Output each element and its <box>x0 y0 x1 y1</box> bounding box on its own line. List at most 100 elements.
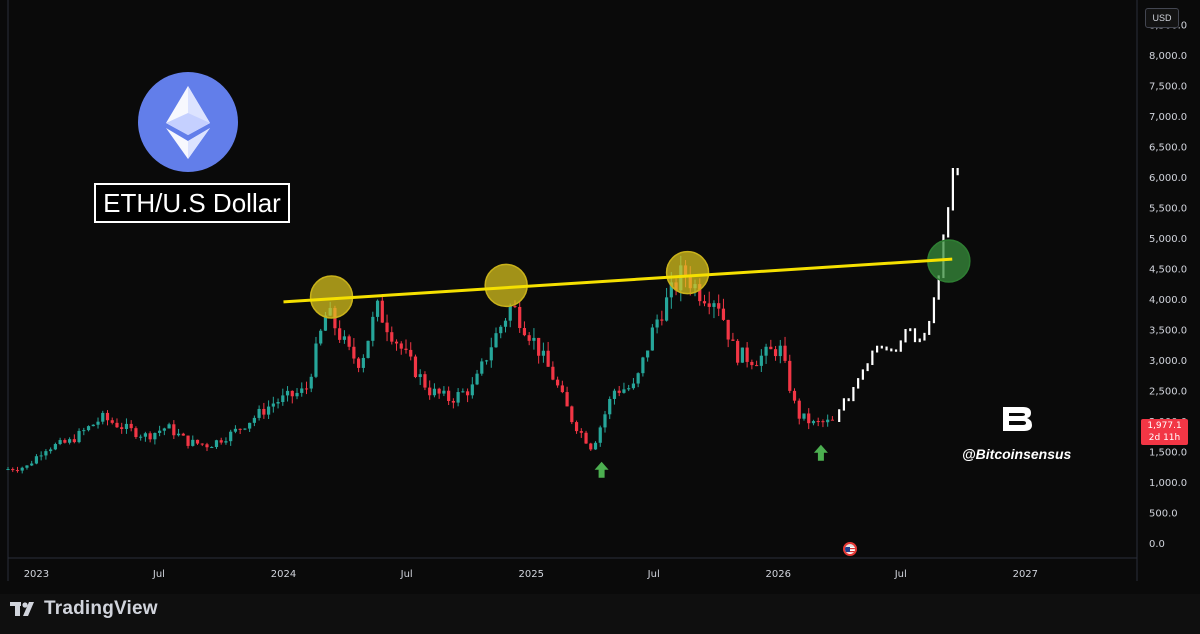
candle <box>603 414 607 428</box>
candle <box>101 412 105 422</box>
candle <box>797 400 801 419</box>
candle <box>399 343 403 349</box>
candle <box>229 431 233 442</box>
candlestick-series <box>6 255 835 474</box>
projection-series <box>838 168 959 423</box>
candle <box>745 347 749 362</box>
candle <box>537 337 541 356</box>
currency-badge[interactable]: USD <box>1145 8 1179 28</box>
chart-canvas[interactable]: 0.0500.01,000.01,500.02,000.02,500.03,00… <box>0 0 1200 594</box>
candle <box>375 300 380 317</box>
bar-countdown: 2d 11h <box>1148 433 1181 443</box>
candle <box>811 421 816 424</box>
candle <box>271 403 275 407</box>
candle <box>551 366 555 380</box>
x-tick-label: 2024 <box>271 569 296 580</box>
footer-bar <box>0 594 1200 634</box>
candle <box>281 395 285 403</box>
candle <box>347 336 351 347</box>
resistance-trendline <box>283 257 953 304</box>
x-axis[interactable]: 2023 Jul 2024 Jul 2025 Jul 2026 Jul 2027 <box>24 569 1038 580</box>
candle <box>191 439 195 446</box>
candle <box>442 390 446 394</box>
candle <box>357 358 361 368</box>
candle <box>641 357 645 374</box>
candle <box>484 360 489 362</box>
candle <box>503 320 508 327</box>
highlight-circles <box>309 239 971 319</box>
candle <box>593 442 598 450</box>
candle <box>214 440 219 448</box>
y-tick-label: 5,000.0 <box>1149 234 1187 245</box>
candle <box>707 303 711 307</box>
candle <box>6 469 10 471</box>
candle <box>423 374 427 388</box>
us-flag-event-icon[interactable] <box>843 542 857 556</box>
candle <box>755 365 759 367</box>
candle <box>726 319 730 340</box>
candle <box>124 423 129 429</box>
candle <box>338 328 342 340</box>
x-tick-label: 2025 <box>518 569 543 580</box>
candle <box>788 360 792 391</box>
y-tick-label: 1,000.0 <box>1149 478 1187 489</box>
candle <box>139 436 143 438</box>
candle <box>437 388 441 394</box>
candle <box>447 390 451 401</box>
candle <box>34 456 39 464</box>
candle <box>30 463 34 466</box>
candle <box>172 424 176 436</box>
candle <box>570 406 574 423</box>
up-arrow-icon <box>594 461 609 478</box>
candle <box>96 421 100 425</box>
y-tick-label: 4,500.0 <box>1149 264 1187 275</box>
candle <box>589 443 593 450</box>
candle <box>778 345 782 357</box>
y-tick-label: 6,000.0 <box>1149 173 1187 184</box>
candle <box>285 390 290 396</box>
tradingview-logo[interactable]: TradingView <box>10 598 158 620</box>
candle <box>499 326 503 334</box>
x-tick-label: 2026 <box>766 569 791 580</box>
candle <box>105 412 110 421</box>
candle <box>295 392 299 397</box>
candle <box>560 385 564 393</box>
candle <box>461 391 465 393</box>
candle <box>39 455 43 457</box>
x-tick-label: 2023 <box>24 569 49 580</box>
candle <box>115 422 119 428</box>
x-tick-label: 2027 <box>1013 569 1038 580</box>
candle <box>712 303 716 307</box>
y-tick-label: 0.0 <box>1149 539 1165 550</box>
candle <box>49 449 53 452</box>
brand-handle: @Bitcoinsensus <box>962 446 1072 462</box>
candle <box>352 346 356 359</box>
candle <box>72 439 76 443</box>
candle <box>541 350 545 356</box>
y-tick-label: 500.0 <box>1149 508 1178 519</box>
candle <box>750 361 754 366</box>
candle <box>25 465 29 468</box>
y-axis[interactable]: 0.0500.01,000.01,500.02,000.02,500.03,00… <box>1149 20 1187 549</box>
candle <box>210 447 214 449</box>
candle <box>200 443 204 445</box>
candle <box>67 439 72 443</box>
candle <box>802 413 806 419</box>
candle <box>574 422 579 432</box>
x-tick-label: Jul <box>894 569 907 580</box>
candle <box>556 379 560 386</box>
candle <box>342 336 346 340</box>
candle <box>816 421 820 423</box>
candle <box>655 319 659 328</box>
candle <box>650 327 654 351</box>
candle <box>233 428 238 432</box>
x-tick-label: Jul <box>647 569 660 580</box>
candle <box>276 402 280 404</box>
up-arrow-icon <box>813 444 828 461</box>
candle <box>579 431 583 433</box>
y-tick-label: 1,500.0 <box>1149 447 1187 458</box>
candle <box>636 373 640 384</box>
candle <box>631 383 636 389</box>
candle <box>77 430 81 443</box>
ethereum-icon <box>138 72 238 172</box>
